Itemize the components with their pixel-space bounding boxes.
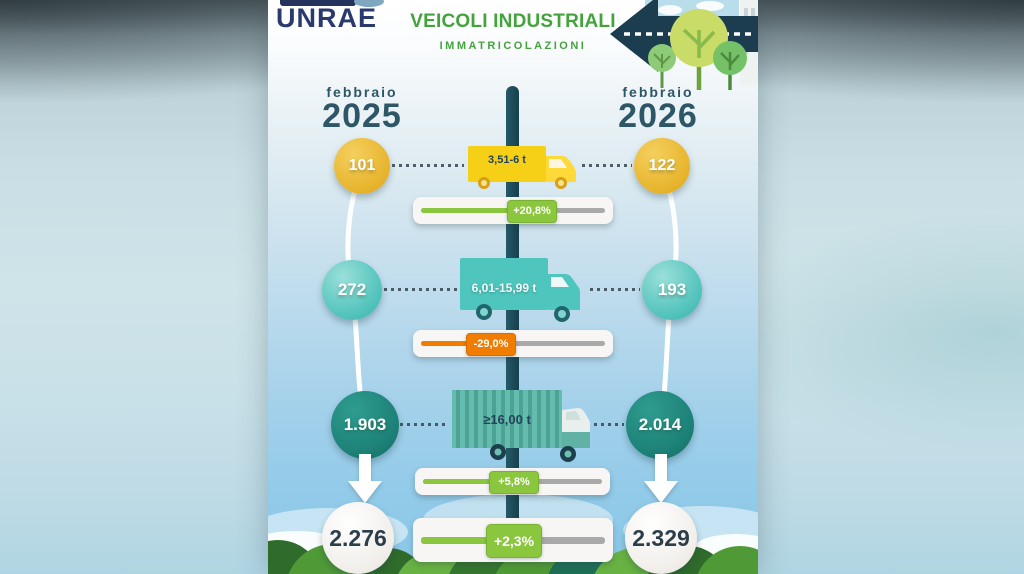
total-change-bar: +2,3% — [413, 518, 613, 562]
large-truck-icon — [452, 390, 590, 462]
change-badge: +20,8% — [507, 200, 557, 223]
period-left-year: 2025 — [322, 97, 402, 135]
change-badge: +5,8% — [489, 471, 539, 494]
total-circle-2025: 2.276 — [322, 502, 394, 574]
change-badge: -29,0% — [466, 333, 516, 356]
value-circle-2025: 272 — [322, 260, 382, 320]
value-circle-2025: 101 — [334, 138, 390, 194]
period-right: febbraio 2026 — [598, 84, 718, 135]
total-change-badge: +2,3% — [486, 524, 542, 558]
period-right-month: febbraio — [622, 84, 694, 100]
tree-icon — [648, 9, 747, 90]
down-arrow-icon — [348, 454, 382, 503]
total-circle-2026: 2.329 — [625, 502, 697, 574]
category-label: 6,01-15,99 t — [471, 281, 537, 295]
category-label: 3,51-6 t — [488, 154, 526, 166]
change-bar: +5,8% — [415, 468, 610, 495]
period-left: febbraio 2025 — [302, 84, 422, 135]
change-fill — [421, 208, 531, 213]
change-fill — [421, 537, 513, 544]
infographic-card: UNRAE VEICOLI INDUSTRIALI IMMATRICOLAZIO… — [268, 0, 758, 574]
dotted-line-right — [590, 288, 640, 291]
infographic-subtitle: IMMATRICOLAZIONI — [439, 40, 587, 52]
unrae-logo: UNRAE — [276, 3, 378, 33]
period-right-year: 2026 — [618, 97, 698, 135]
dotted-line-right — [582, 164, 632, 167]
value-circle-2026: 122 — [634, 138, 690, 194]
change-bar: +20,8% — [413, 197, 613, 224]
change-fill — [421, 341, 490, 346]
value-circle-2026: 193 — [642, 260, 702, 320]
down-arrow-icon — [644, 454, 678, 503]
value-circle-2026: 2.014 — [626, 391, 694, 459]
logo-swoosh-decoration — [280, 0, 356, 6]
left-arrow-road-icon — [610, 0, 758, 90]
logo-globe-decoration — [354, 0, 384, 7]
change-fill — [423, 479, 513, 484]
header-title-block: VEICOLI INDUSTRIALI IMMATRICOLAZIONI — [403, 11, 623, 52]
small-truck-icon — [468, 146, 576, 189]
dotted-line-left — [400, 423, 448, 426]
dotted-line-left — [392, 164, 464, 167]
infographic-title: VEICOLI INDUSTRIALI — [410, 11, 616, 32]
dotted-line-right — [594, 423, 624, 426]
value-circle-2025: 1.903 — [331, 391, 399, 459]
category-label: ≥16,00 t — [483, 412, 531, 427]
change-bar: -29,0% — [413, 330, 613, 357]
period-left-month: febbraio — [326, 84, 398, 100]
dotted-line-left — [384, 288, 458, 291]
medium-truck-icon — [460, 258, 580, 322]
